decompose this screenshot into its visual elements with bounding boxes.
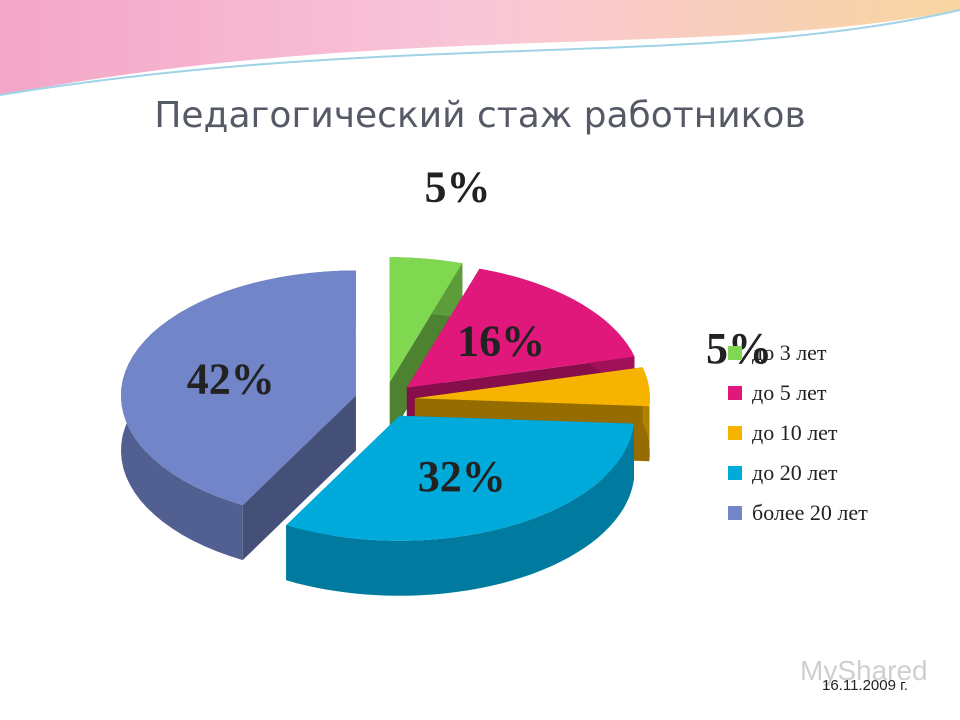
value-label: 32% [418, 452, 506, 501]
slice-side [286, 423, 634, 596]
slice [414, 367, 650, 407]
legend: до 3 лет до 5 лет до 10 лет до 20 лет более … [728, 340, 868, 525]
legend-label: более 20 лет [752, 500, 868, 525]
header-wave [0, 0, 960, 95]
date: 16.11.2009 г. [822, 677, 908, 694]
legend-swatch [728, 386, 742, 400]
legend-swatch [728, 506, 742, 520]
slice [121, 270, 356, 506]
slice [286, 415, 634, 541]
header-line [0, 9, 960, 96]
slice [406, 268, 635, 388]
slice-edge [242, 395, 356, 561]
legend-swatch [728, 346, 742, 360]
pie: 5%16%5%32%42% [121, 163, 772, 596]
legend-swatch [728, 426, 742, 440]
legend-label: до 10 лет [752, 420, 838, 445]
value-label: 42% [187, 354, 275, 403]
slice [389, 257, 463, 383]
watermark: MyShared [800, 655, 928, 686]
value-label: 16% [457, 317, 545, 366]
legend-label: до 3 лет [752, 340, 827, 365]
legend-label: до 20 лет [752, 460, 838, 485]
chart-title: Педагогический стаж работников [154, 95, 805, 136]
value-label: 5% [424, 163, 490, 212]
legend-swatch [728, 466, 742, 480]
legend-label: до 5 лет [752, 380, 827, 405]
